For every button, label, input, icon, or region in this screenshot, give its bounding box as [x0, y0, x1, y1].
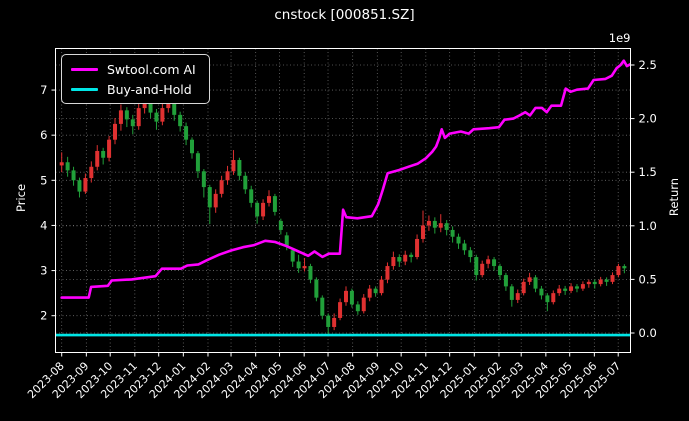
return-tick-label: 1.5: [639, 165, 657, 179]
chart-title: cnstock [000851.SZ]: [274, 7, 415, 23]
ai-line-swatch: [71, 67, 98, 71]
legend-item-buyhold: Buy-and-Hold: [71, 81, 196, 97]
y-axis-label-return: Return: [667, 177, 681, 217]
return-tick-label: 2.0: [639, 112, 657, 126]
return-tick-label: 0.5: [639, 272, 657, 286]
price-tick-label: 4: [40, 218, 47, 232]
legend-item-ai: Swtool.com AI: [71, 61, 196, 77]
legend: Swtool.com AI Buy-and-Hold: [61, 54, 210, 104]
buyhold-line-swatch: [71, 87, 98, 91]
return-tick-label: 0.0: [639, 326, 657, 340]
price-tick-label: 6: [40, 128, 47, 142]
right-axis-offset-label: 1e9: [609, 31, 631, 45]
price-tick-label: 7: [40, 83, 47, 97]
ai-return-line: [60, 59, 631, 299]
tick-marks: [51, 64, 635, 357]
plot-border: [55, 48, 631, 353]
price-tick-label: 3: [40, 264, 47, 278]
legend-label-buyhold: Buy-and-Hold: [107, 81, 192, 97]
legend-label-ai: Swtool.com AI: [107, 61, 196, 77]
return-tick-label: 1.0: [639, 219, 657, 233]
price-tick-label: 5: [40, 173, 47, 187]
return-tick-label: 2.5: [639, 58, 657, 72]
candlestick-series: [59, 86, 627, 336]
y-axis-label-price: Price: [14, 183, 28, 213]
price-tick-label: 2: [40, 309, 47, 323]
